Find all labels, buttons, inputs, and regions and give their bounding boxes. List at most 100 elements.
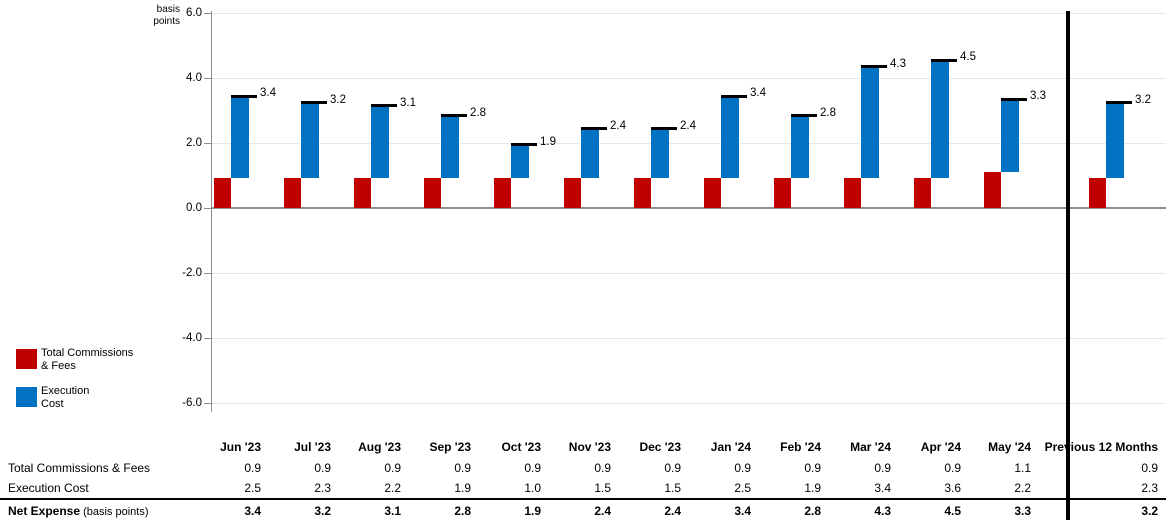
legend-swatch-execution-cost xyxy=(16,387,37,407)
cell-total-commissions-fees: 0.9 xyxy=(454,461,471,475)
cell-net-expense: 3.4 xyxy=(685,498,755,520)
bar-execution-10 xyxy=(931,61,949,179)
net-expense-marker xyxy=(1106,101,1132,104)
legend-label-execution-cost: Execution Cost xyxy=(41,385,90,410)
column-header-month: Jan '24 xyxy=(710,440,751,454)
table-header-row: Jun '23 Jul '23 Aug '23 Sep '23 Oct '23 Nov '… xyxy=(0,410,1166,458)
cell-net-expense-previous-12-months: 3.2 xyxy=(1035,498,1166,520)
cell-total-commissions-fees: 0.9 xyxy=(524,461,541,475)
gridline-6.0 xyxy=(210,12,1166,14)
cell-execution-cost: 1.5 xyxy=(594,481,611,495)
net-expense-data-label: 3.2 xyxy=(330,93,346,106)
bar-commissions-previous-12-months xyxy=(1089,178,1106,208)
cell-total-commissions-fees: 0.9 xyxy=(664,461,681,475)
net-expense-marker xyxy=(861,65,887,69)
bar-commissions-5 xyxy=(564,178,581,208)
net-expense-marker xyxy=(371,104,397,108)
y-axis-title: basis points xyxy=(153,4,180,27)
column-header-month: Aug '23 xyxy=(358,440,401,454)
bar-execution-3 xyxy=(441,116,459,179)
bar-execution-7 xyxy=(721,97,739,179)
bar-execution-1 xyxy=(301,103,319,179)
cell-net-expense: 3.1 xyxy=(335,498,405,520)
cell-net-expense: 3.3 xyxy=(965,498,1035,520)
y-axis-line xyxy=(210,11,212,412)
legend-label-total-commissions-fees: Total Commissions & Fees xyxy=(41,347,134,372)
cell-execution-cost: 2.5 xyxy=(244,481,261,495)
column-header-month: May '24 xyxy=(988,440,1031,454)
net-expense-marker xyxy=(791,114,817,117)
cell-total-commissions-fees: 0.9 xyxy=(594,461,611,475)
bar-commissions-10 xyxy=(914,178,931,208)
cell-net-expense: 4.5 xyxy=(895,498,965,520)
gridline--4.0 xyxy=(210,337,1166,339)
net-expense-marker xyxy=(721,94,747,98)
table-header-empty xyxy=(0,410,195,458)
column-header-month: Nov '23 xyxy=(568,440,611,454)
previous-period-separator-line xyxy=(1066,11,1070,520)
cell-total-commissions-fees: 0.9 xyxy=(244,461,261,475)
cell-execution-cost: 2.2 xyxy=(1014,481,1031,495)
cell-execution-cost: 2.5 xyxy=(734,481,751,495)
bar-execution-previous-12-months xyxy=(1106,103,1124,179)
net-expense-data-label: 2.4 xyxy=(680,119,696,132)
bar-commissions-2 xyxy=(354,178,371,208)
cell-execution-cost: 1.9 xyxy=(454,481,471,495)
net-expense-marker xyxy=(511,143,537,147)
x-axis-zero-line xyxy=(210,206,1166,209)
bar-execution-5 xyxy=(581,129,599,179)
cell-total-commissions-fees: 0.9 xyxy=(314,461,331,475)
column-header-month: Dec '23 xyxy=(639,440,681,454)
y-tick-label: -4.0 xyxy=(182,331,202,344)
gridline-2.0 xyxy=(210,142,1166,144)
bar-commissions-9 xyxy=(844,178,861,208)
data-table: Jun '23 Jul '23 Aug '23 Sep '23 Oct '23 Nov '… xyxy=(0,410,1166,520)
net-expense-data-label: 2.4 xyxy=(610,119,626,132)
cell-execution-cost: 2.2 xyxy=(384,481,401,495)
y-tick-mark xyxy=(204,12,211,14)
bar-commissions-4 xyxy=(494,178,511,208)
net-expense-data-label: 4.5 xyxy=(960,51,976,64)
cell-total-commissions-fees: 0.9 xyxy=(734,461,751,475)
y-tick-label: 2.0 xyxy=(186,136,202,149)
bar-commissions-7 xyxy=(704,178,721,208)
table-row-execution-cost: Execution Cost 2.5 2.3 2.2 1.9 1.0 1.5 1.5 2.5 1.… xyxy=(0,478,1166,499)
column-header-month: Sep '23 xyxy=(429,440,471,454)
net-expense-data-label: 3.2 xyxy=(1135,93,1151,106)
net-expense-marker xyxy=(651,127,677,130)
cell-net-expense: 3.2 xyxy=(265,498,335,520)
y-tick-mark xyxy=(204,402,211,404)
net-expense-data-label: 2.8 xyxy=(820,106,836,119)
cell-net-expense: 2.8 xyxy=(755,498,825,520)
cell-total-commissions-fees: 0.9 xyxy=(874,461,891,475)
cell-total-commissions-fees-previous-12-months: 0.9 xyxy=(1141,461,1158,475)
net-expense-data-label: 3.4 xyxy=(750,87,766,99)
y-tick-mark xyxy=(204,207,211,209)
cell-net-expense: 4.3 xyxy=(825,498,895,520)
bar-execution-8 xyxy=(791,116,809,179)
y-tick-mark xyxy=(204,77,211,79)
bar-commissions-6 xyxy=(634,178,651,208)
y-tick-label: 6.0 xyxy=(186,6,202,19)
net-expense-marker xyxy=(931,58,957,62)
cell-execution-cost: 1.9 xyxy=(804,481,821,495)
column-header-month: Feb '24 xyxy=(780,440,821,454)
gridline-4.0 xyxy=(210,77,1166,79)
y-tick-label: 4.0 xyxy=(186,71,202,84)
y-tick-label: -2.0 xyxy=(182,266,202,279)
column-header-month: Jun '23 xyxy=(220,440,261,454)
bar-commissions-3 xyxy=(424,178,441,208)
cell-execution-cost: 3.6 xyxy=(944,481,961,495)
net-expense-marker xyxy=(231,94,257,98)
bar-commissions-8 xyxy=(774,178,791,208)
y-tick-label: 0.0 xyxy=(186,201,202,214)
y-tick-mark xyxy=(204,337,211,339)
cell-execution-cost-previous-12-months: 2.3 xyxy=(1141,481,1158,495)
cell-net-expense: 2.8 xyxy=(405,498,475,520)
column-header-month: Apr '24 xyxy=(920,440,961,454)
bar-execution-11 xyxy=(1001,100,1019,172)
net-expense-data-label: 3.4 xyxy=(260,87,276,99)
net-expense-data-label: 4.3 xyxy=(890,57,906,70)
cell-execution-cost: 2.3 xyxy=(314,481,331,495)
